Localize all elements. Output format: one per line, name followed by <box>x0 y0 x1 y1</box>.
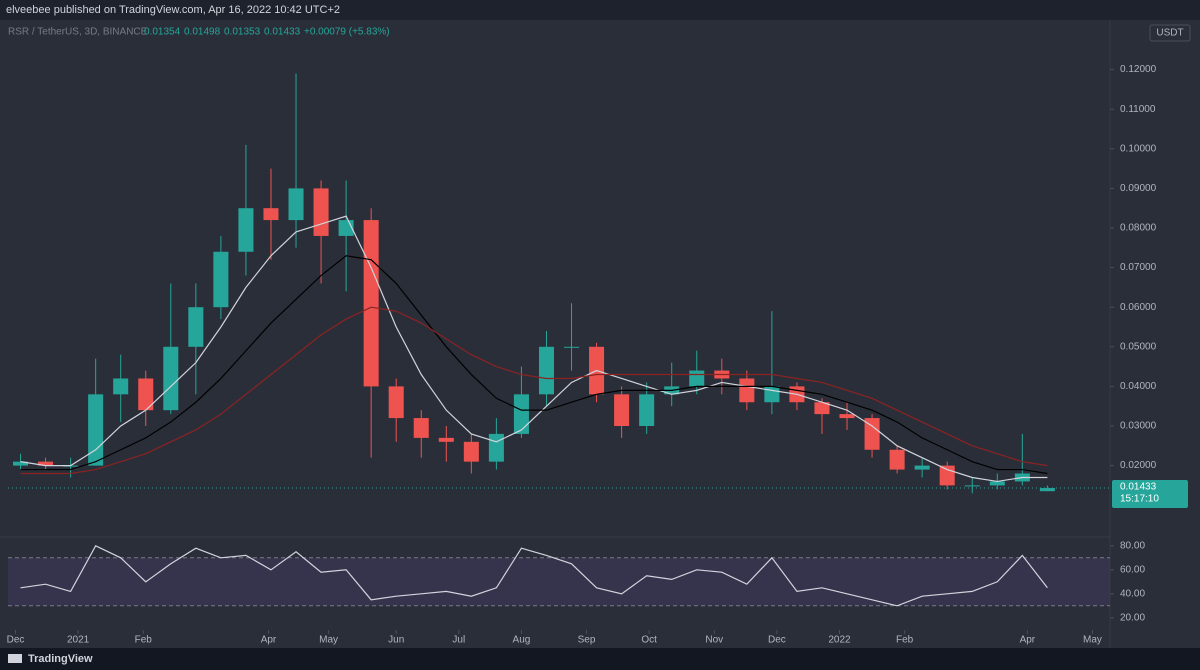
y-tick-label: 0.02000 <box>1120 460 1157 471</box>
candle-body <box>13 461 29 466</box>
x-tick-label: Nov <box>705 635 723 646</box>
x-tick-label: Dec <box>7 635 25 646</box>
candle-body <box>363 220 379 387</box>
y-tick-label: 80.00 <box>1120 540 1145 551</box>
x-tick-label: 2022 <box>828 635 851 646</box>
candle-body <box>864 418 880 450</box>
candle-body <box>814 402 830 415</box>
candle-body <box>1039 488 1055 492</box>
candle-body <box>188 307 204 347</box>
candle-body <box>163 346 179 411</box>
candle-body <box>388 386 404 419</box>
symbol: RSR / TetherUS, 3D, BINANCE <box>8 27 148 38</box>
brand-logo <box>8 654 22 663</box>
candle-body <box>263 208 279 221</box>
candle-body <box>463 441 479 462</box>
top-bar <box>0 0 1200 20</box>
rsi-line <box>20 545 1048 607</box>
y-tick-label: 60.00 <box>1120 564 1145 575</box>
high-value: 0.01498 <box>184 27 221 38</box>
candle-body <box>889 449 905 470</box>
candle-body <box>639 394 655 426</box>
low-value: 0.01353 <box>224 27 261 38</box>
candle-body <box>689 370 705 387</box>
x-tick-label: 2021 <box>67 635 90 646</box>
y-tick-label: 40.00 <box>1120 588 1145 599</box>
countdown: 15:17:10 <box>1120 494 1159 505</box>
candle-body <box>513 394 529 434</box>
x-tick-label: Apr <box>261 635 277 646</box>
candle-body <box>313 188 329 236</box>
rsi-band <box>8 557 1110 606</box>
moving-average <box>20 255 1048 475</box>
x-tick-label: Sep <box>578 635 596 646</box>
x-tick-label: Jul <box>452 635 465 646</box>
x-tick-label: May <box>319 635 338 646</box>
moving-average <box>20 306 1048 475</box>
candle-body <box>564 346 580 348</box>
currency-box[interactable] <box>1149 24 1191 42</box>
publisher: elveebee published on TradingView.com, A… <box>6 4 340 16</box>
candle-body <box>839 414 855 419</box>
x-tick-label: Jun <box>388 635 404 646</box>
candle-body <box>113 378 129 395</box>
x-tick-label: Feb <box>135 635 153 646</box>
candle-body <box>213 251 229 308</box>
candle-body <box>488 433 504 462</box>
open-value: 0.01354 <box>144 27 181 38</box>
candle-body <box>914 465 930 470</box>
chart-area <box>0 20 1200 648</box>
candle-body <box>413 418 429 438</box>
moving-average <box>20 215 1048 483</box>
candle-body <box>989 481 1005 486</box>
close-value: 0.01433 <box>264 27 301 38</box>
y-tick-label: 0.12000 <box>1120 64 1157 75</box>
y-tick-label: 0.07000 <box>1120 262 1157 273</box>
candle-body <box>764 386 780 403</box>
x-tick-label: Feb <box>896 635 914 646</box>
x-tick-label: Oct <box>641 635 657 646</box>
candle-body <box>238 208 254 252</box>
currency[interactable]: USDT <box>1156 28 1183 39</box>
y-tick-label: 0.05000 <box>1120 341 1157 352</box>
x-tick-label: Dec <box>768 635 786 646</box>
x-tick-label: Apr <box>1020 635 1036 646</box>
y-tick-label: 0.06000 <box>1120 302 1157 313</box>
candle-body <box>438 437 454 442</box>
last-price-box <box>1112 480 1188 509</box>
brand: TradingView <box>28 653 93 665</box>
last-price-label: 0.01433 <box>1120 482 1157 493</box>
y-tick-label: 0.10000 <box>1120 143 1157 154</box>
y-tick-label: 0.03000 <box>1120 421 1157 432</box>
candle-body <box>288 188 304 221</box>
change-value: +0.00079 (+5.83%) <box>304 27 390 38</box>
footer <box>0 648 1200 670</box>
candle-body <box>38 461 54 466</box>
candle-body <box>964 485 980 487</box>
y-tick-label: 0.08000 <box>1120 223 1157 234</box>
candle-body <box>614 394 630 426</box>
x-tick-label: Aug <box>513 635 531 646</box>
y-tick-label: 20.00 <box>1120 612 1145 623</box>
candle-body <box>739 378 755 403</box>
x-tick-label: May <box>1083 635 1102 646</box>
y-tick-label: 0.09000 <box>1120 183 1157 194</box>
candle-body <box>88 394 104 466</box>
y-tick-label: 0.11000 <box>1120 104 1156 115</box>
candle-body <box>138 378 154 411</box>
y-tick-label: 0.04000 <box>1120 381 1157 392</box>
candle-body <box>939 465 955 486</box>
candle-body <box>538 346 554 395</box>
